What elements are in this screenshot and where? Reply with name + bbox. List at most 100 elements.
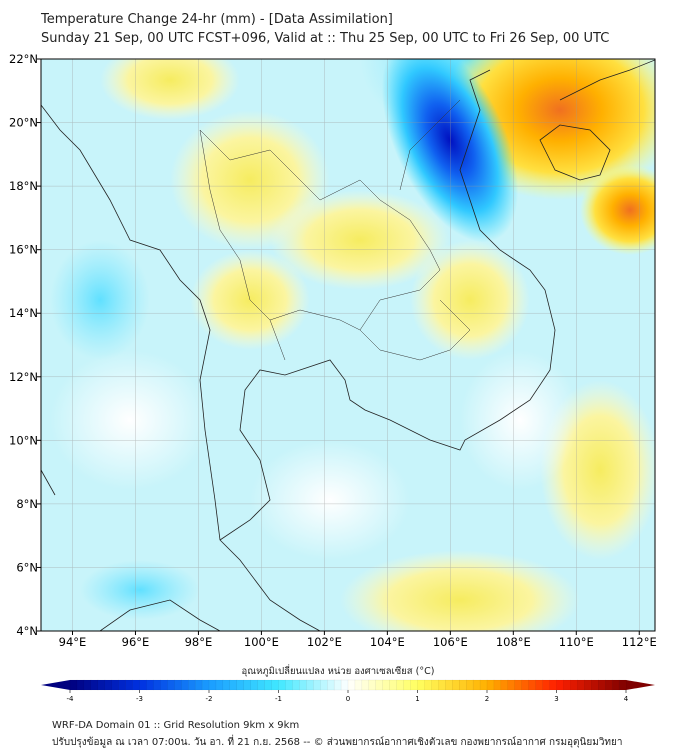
colorbar-segment (486, 679, 495, 691)
colorbar-segment (465, 679, 474, 691)
colorbar-tick-label: 2 (485, 695, 489, 703)
colorbar-max-extend (626, 680, 655, 690)
colorbar-segment (208, 679, 217, 691)
colorbar-segment (556, 679, 564, 691)
lon-tick-label: 98°E (185, 635, 213, 649)
colorbar-tick-label: 3 (554, 695, 558, 703)
colorbar-segment (570, 679, 578, 691)
colorbar-min-extend (41, 680, 70, 690)
colorbar-tick-label: 4 (624, 695, 629, 703)
footer-model-info: WRF-DA Domain 01 :: Grid Resolution 9km … (52, 720, 300, 731)
colorbar-segment (591, 679, 599, 691)
lat-tick-label: 14°N (9, 306, 38, 320)
map-field (41, 59, 655, 631)
colorbar-segment (452, 679, 460, 691)
lon-tick-label: 106°E (433, 635, 468, 649)
colorbar-segment (90, 679, 99, 691)
colorbar-segment (118, 679, 127, 691)
colorbar-segment (153, 679, 161, 691)
colorbar-segment (320, 679, 328, 691)
colorbar-segment (243, 679, 252, 691)
colorbar-segment (389, 679, 398, 691)
colorbar-segment (104, 679, 113, 691)
lat-tick-label: 8°N (16, 497, 38, 511)
lon-tick-label: 110°E (559, 635, 594, 649)
colorbar-segment (577, 679, 585, 691)
colorbar-segment (375, 679, 384, 691)
colorbar-segment (299, 679, 307, 691)
colorbar-segment (410, 679, 418, 691)
colorbar-segment (250, 679, 259, 691)
colorbar-tick-label: -2 (206, 695, 213, 703)
colorbar-segment (264, 679, 273, 691)
colorbar-segment (83, 679, 92, 691)
colorbar-segment (229, 679, 238, 691)
map-title: Temperature Change 24-hr (mm) - [Data As… (41, 12, 393, 27)
colorbar-tick-label: 1 (415, 695, 419, 703)
colorbar-segment (326, 679, 335, 691)
colorbar-segment (97, 679, 106, 691)
colorbar-segment (598, 679, 606, 691)
colorbar-segment (584, 679, 592, 691)
colorbar-segment (187, 679, 196, 691)
colorbar-segment (618, 679, 627, 691)
colorbar-segment (167, 679, 175, 691)
lon-tick-label: 100°E (244, 635, 279, 649)
borders (199, 99, 471, 361)
lat-tick-label: 10°N (9, 433, 38, 447)
colorbar-segment (174, 679, 182, 691)
colorbar-segment (306, 679, 314, 691)
map-subtitle: Sunday 21 Sep, 00 UTC FCST+096, Valid at… (41, 31, 610, 46)
lat-tick-label: 22°N (9, 52, 38, 66)
lat-tick-label: 20°N (9, 116, 38, 130)
colorbar: -4 -3 -2 -1 0 1 2 3 4 (41, 679, 655, 703)
colorbar-segment (215, 679, 224, 691)
lon-tick-label: 96°E (122, 635, 150, 649)
lat-tick-label: 12°N (9, 370, 38, 384)
colorbar-segment (347, 679, 356, 691)
colorbar-segment (479, 679, 488, 691)
colorbar-segment (605, 679, 613, 691)
colorbar-segment (417, 679, 425, 691)
colorbar-tick-label: -4 (67, 695, 75, 703)
colorbar-segment (125, 679, 133, 691)
colorbar-segment (549, 679, 557, 691)
lon-tick-label: 104°E (370, 635, 405, 649)
colorbar-segment (132, 679, 140, 691)
colorbar-segment (361, 679, 370, 691)
colorbar-segment (368, 679, 377, 691)
colorbar-segment (563, 679, 571, 691)
colorbar-segment (493, 679, 502, 691)
colorbar-segment (146, 679, 154, 691)
colorbar-segment (236, 679, 245, 691)
colorbar-segment (438, 679, 446, 691)
lat-tick-label: 16°N (9, 243, 38, 257)
colorbar-segment (160, 679, 168, 691)
colorbar-segment (181, 679, 189, 691)
lon-tick-label: 112°E (622, 635, 657, 649)
colorbar-segment (285, 679, 293, 691)
colorbar-segment (396, 679, 405, 691)
colorbar-segment (424, 679, 432, 691)
colorbar-segment (257, 679, 266, 691)
colorbar-segment (431, 679, 439, 691)
colorbar-segment (472, 679, 481, 691)
colorbar-segment (611, 679, 620, 691)
footer-credit: ปรับปรุงข้อมูล ณ เวลา 07:00น. วัน อา. ที… (52, 737, 623, 748)
lon-tick-label: 94°E (59, 635, 87, 649)
colorbar-segment (535, 679, 544, 691)
colorbar-segment (271, 679, 279, 691)
colorbar-segment (507, 679, 516, 691)
colorbar-segment (222, 679, 231, 691)
colorbar-segment (459, 679, 467, 691)
colorbar-tick-label: -1 (275, 695, 282, 703)
lat-tick-label: 4°N (16, 624, 38, 638)
colorbar-segment (76, 679, 85, 691)
lon-tick-label: 108°E (496, 635, 531, 649)
colorbar-segment (542, 679, 550, 691)
colorbar-segment (445, 679, 453, 691)
colorbar-tick-label: -3 (136, 695, 143, 703)
lon-tick-label: 102°E (307, 635, 342, 649)
colorbar-segment (514, 679, 523, 691)
